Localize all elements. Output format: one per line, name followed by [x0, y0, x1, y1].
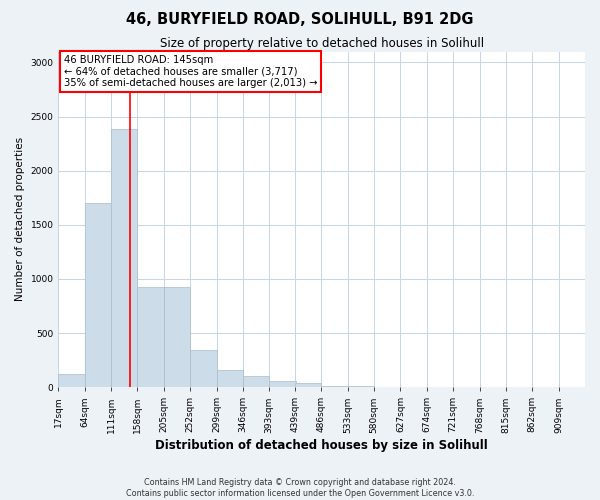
Bar [58, 374, 85, 387]
Text: 46 BURYFIELD ROAD: 145sqm
← 64% of detached houses are smaller (3,717)
35% of se: 46 BURYFIELD ROAD: 145sqm ← 64% of detac… [64, 55, 317, 88]
X-axis label: Distribution of detached houses by size in Solihull: Distribution of detached houses by size … [155, 440, 488, 452]
Bar [243, 376, 269, 387]
Bar [190, 350, 217, 387]
Bar [322, 386, 348, 387]
Y-axis label: Number of detached properties: Number of detached properties [15, 138, 25, 302]
Text: 46, BURYFIELD ROAD, SOLIHULL, B91 2DG: 46, BURYFIELD ROAD, SOLIHULL, B91 2DG [126, 12, 474, 28]
Bar [269, 380, 296, 387]
Text: Contains HM Land Registry data © Crown copyright and database right 2024.
Contai: Contains HM Land Registry data © Crown c… [126, 478, 474, 498]
Bar [217, 370, 243, 387]
Bar [374, 386, 400, 387]
Bar [137, 286, 164, 387]
Bar [85, 203, 111, 387]
Bar [111, 128, 137, 387]
Bar [164, 286, 190, 387]
Bar [348, 386, 374, 387]
Title: Size of property relative to detached houses in Solihull: Size of property relative to detached ho… [160, 38, 484, 51]
Bar [295, 383, 322, 387]
